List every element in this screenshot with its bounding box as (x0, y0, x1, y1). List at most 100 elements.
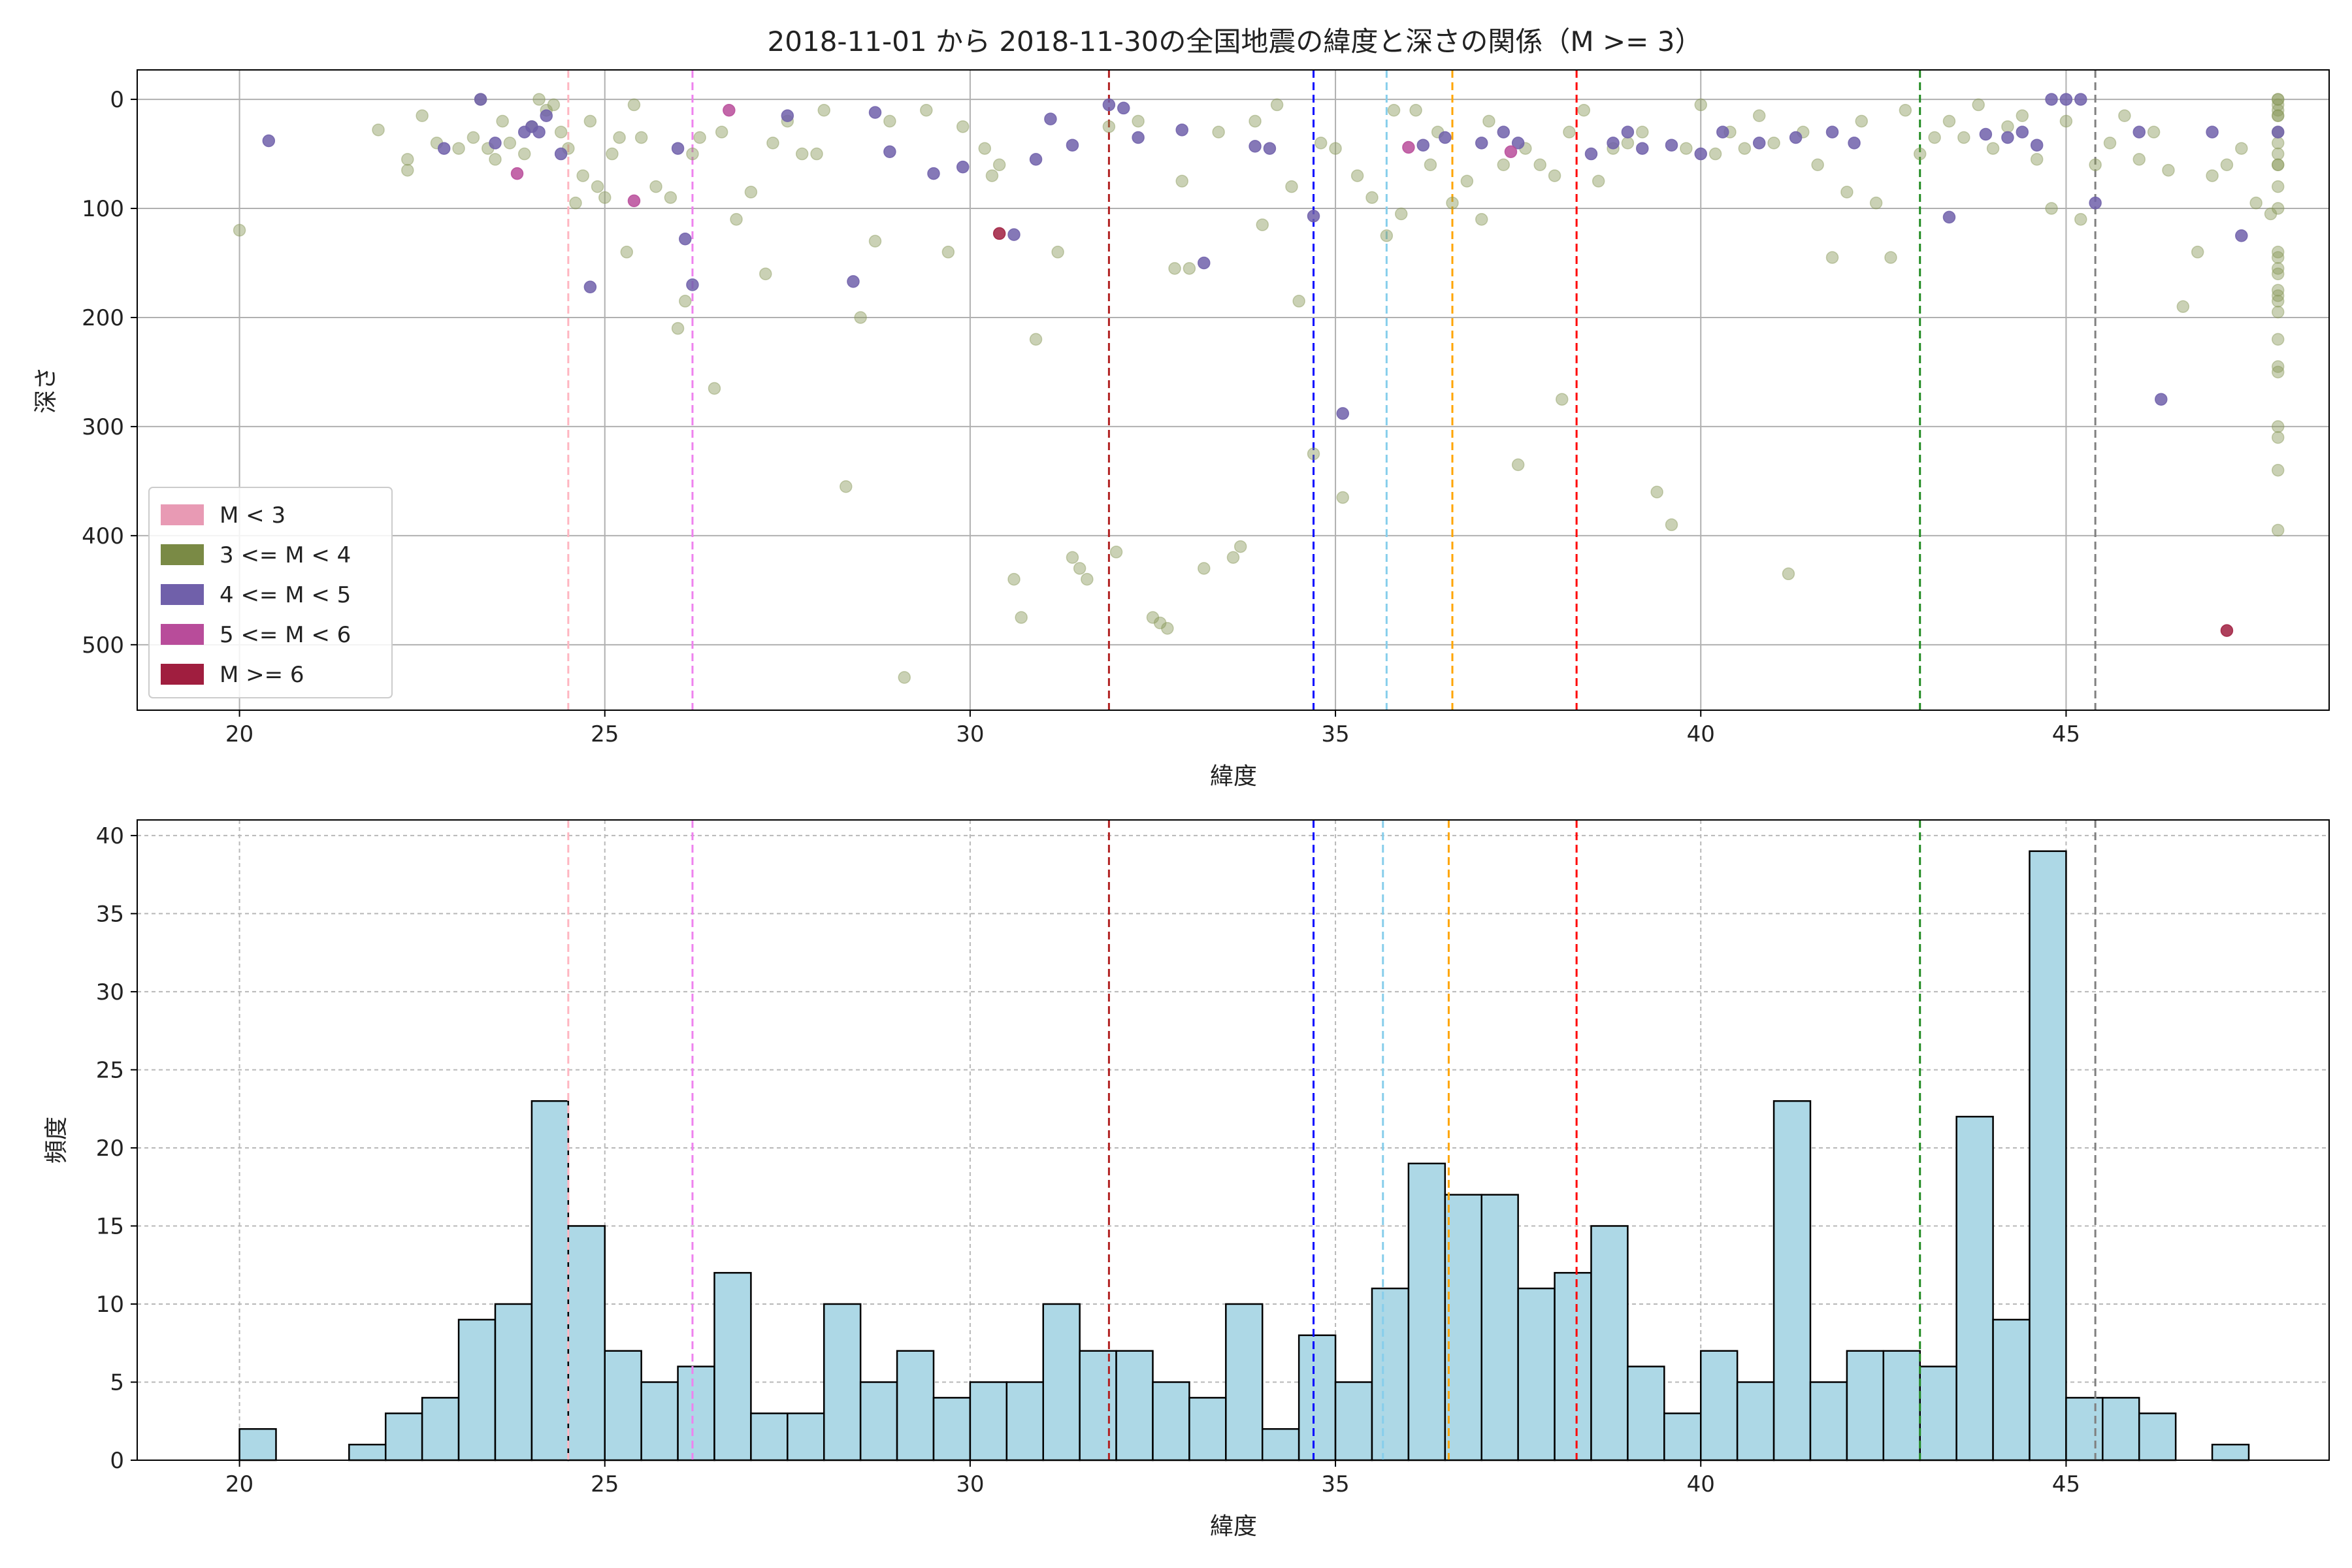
histogram-bar (1846, 1350, 1885, 1462)
scatter-x-tick-label: 25 (591, 721, 619, 747)
scatter-point (2271, 262, 2285, 275)
scatter-point (920, 104, 933, 117)
scatter-point (2271, 104, 2285, 117)
scatter-point (1782, 567, 1795, 581)
scatter-point (2271, 158, 2285, 171)
scatter-point (569, 196, 582, 210)
histogram-bar (1261, 1428, 1300, 1462)
histogram-bar (896, 1350, 935, 1462)
scatter-point (1738, 142, 1752, 155)
scatter-point (840, 480, 853, 493)
scatter-point (1694, 147, 1707, 161)
scatter-point (1285, 180, 1298, 193)
histogram-bar (932, 1397, 972, 1462)
scatter-point (1475, 212, 1488, 226)
scatter-point (503, 137, 517, 150)
histogram-bar (969, 1381, 1008, 1462)
scatter-point (759, 267, 772, 280)
scatter-point (583, 280, 597, 293)
scatter-point (883, 114, 896, 128)
histogram-panel: 20 25 30 35 40 45 0 5 10 15 20 25 30 35 40 緯度 頻度 (43, 819, 2330, 1540)
scatter-point (466, 131, 480, 144)
scatter-point (1015, 611, 1028, 624)
scatter-point (1504, 145, 1518, 158)
scatter-point (547, 98, 561, 112)
scatter-point (2271, 463, 2285, 477)
scatter-point (2271, 109, 2285, 122)
scatter-point (233, 223, 246, 237)
scatter-panel: 20 25 30 35 40 45 0 100 200 300 400 500 緯度 深さ M < 3… (33, 69, 2330, 790)
scatter-point (868, 235, 882, 248)
histogram-x-tick-label: 40 (1687, 1471, 1715, 1497)
scatter-point (671, 142, 685, 155)
scatter-point (2271, 360, 2285, 373)
scatter-point (2249, 196, 2262, 210)
histogram-y-tick-label: 5 (110, 1369, 124, 1396)
scatter-point (2191, 246, 2204, 259)
scatter-point (1840, 186, 1854, 199)
scatter-point (2271, 305, 2285, 319)
scatter-y-tick-label: 200 (82, 305, 124, 331)
histogram-y-tick-label: 30 (96, 979, 124, 1005)
histogram-bar (1005, 1381, 1044, 1462)
scatter-point (847, 275, 860, 288)
scatter-point (1249, 114, 1262, 128)
histogram-x-tick-label: 30 (956, 1471, 984, 1497)
scatter-point (1007, 228, 1021, 241)
scatter-point (517, 147, 531, 161)
histogram-bar (2211, 1443, 2250, 1462)
histogram-bar (348, 1443, 387, 1462)
scatter-point (671, 321, 685, 335)
histogram-bar (457, 1318, 497, 1462)
scatter-point (2016, 109, 2029, 122)
scatter-x-tick-label: 30 (956, 721, 984, 747)
scatter-point (2271, 267, 2285, 280)
scatter-x-tick-label: 35 (1321, 721, 1349, 747)
scatter-point (1256, 218, 1269, 231)
scatter-point (1109, 546, 1123, 559)
scatter-point (2220, 624, 2234, 637)
scatter-point (2235, 142, 2248, 155)
scatter-point (2271, 523, 2285, 537)
scatter-point (1607, 137, 1620, 150)
scatter-x-tick-label: 40 (1687, 721, 1715, 747)
histogram-bar (1882, 1350, 1921, 1462)
scatter-point (956, 160, 970, 174)
scatter-point (1511, 458, 1525, 472)
scatter-point (401, 153, 414, 166)
scatter-point (1869, 196, 1883, 210)
scatter-point (1336, 407, 1349, 420)
legend-swatch (161, 664, 204, 685)
scatter-point (2271, 284, 2285, 297)
scatter-point (1233, 540, 1247, 553)
scatter-point (2059, 93, 2073, 106)
scatter-point (2030, 139, 2044, 152)
histogram-bar (1152, 1381, 1190, 1462)
scatter-point (992, 227, 1006, 240)
scatter-plot-frame (137, 69, 2330, 711)
scatter-point (1899, 104, 1912, 117)
scatter-point (2271, 98, 2285, 112)
scatter-point (2264, 207, 2278, 221)
scatter-point (1044, 112, 1057, 125)
scatter-point (1548, 169, 1561, 182)
scatter-point (2001, 131, 2014, 144)
scatter-point (2271, 125, 2285, 139)
scatter-point (927, 167, 940, 180)
scatter-point (606, 147, 619, 161)
histogram-y-axis-label: 頻度 (43, 1117, 70, 1164)
scatter-point (2271, 431, 2285, 444)
scatter-point (1066, 551, 1079, 564)
scatter-point (1270, 98, 1284, 112)
legend-label: 4 <= M < 5 (220, 582, 351, 608)
histogram-plot-frame (137, 819, 2330, 1461)
scatter-point (416, 109, 429, 122)
histogram-y-tick-label: 40 (96, 823, 124, 849)
scatter-point (1621, 137, 1635, 150)
scatter-point (613, 131, 626, 144)
histogram-reference-lines (567, 820, 2097, 1460)
scatter-point (620, 246, 634, 259)
scatter-plot-area (137, 70, 2329, 710)
scatter-point (1497, 158, 1511, 171)
scatter-point (686, 147, 699, 161)
